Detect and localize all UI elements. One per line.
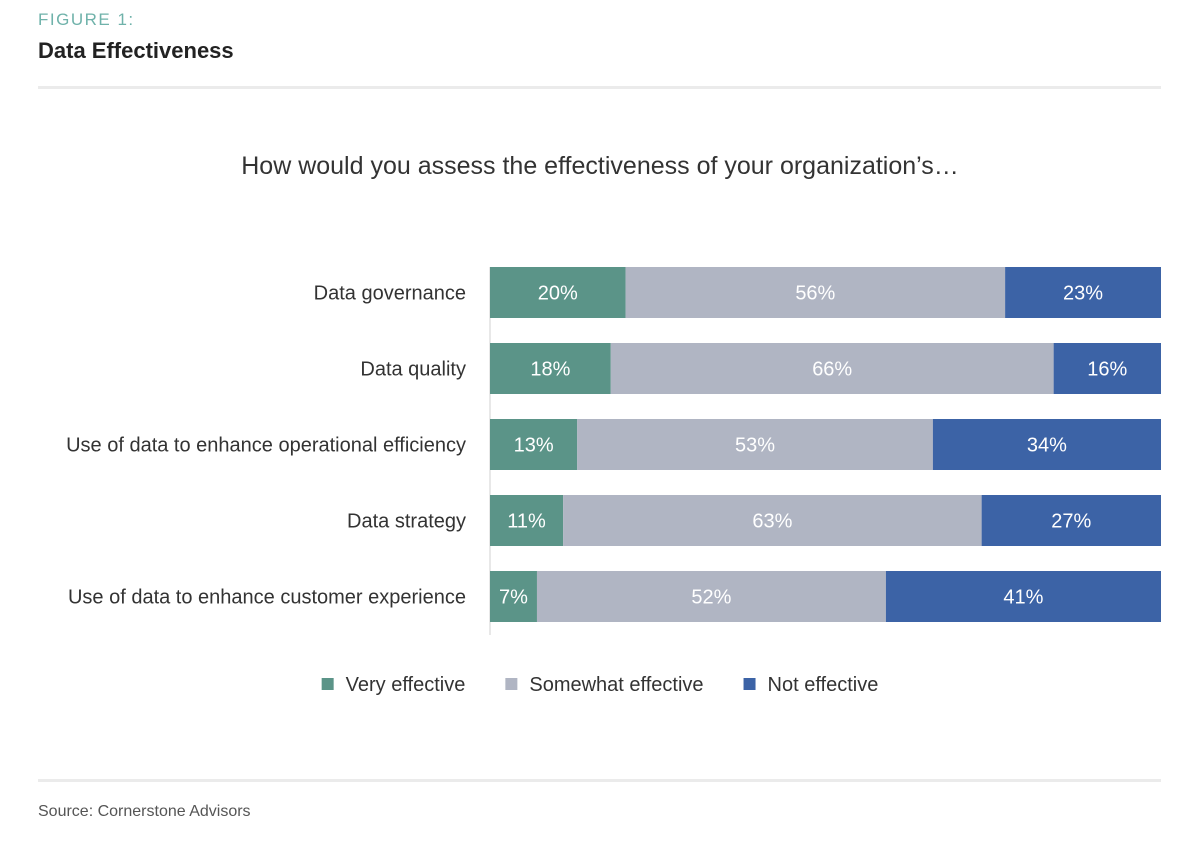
data-label: 63% xyxy=(752,511,792,533)
category-label: Data governance xyxy=(314,283,466,305)
legend-label: Somewhat effective xyxy=(529,674,703,696)
bar-segment xyxy=(490,495,564,546)
bar-segment xyxy=(536,571,886,622)
data-label: 56% xyxy=(795,283,835,305)
data-label: 16% xyxy=(1087,359,1127,381)
legend-swatch xyxy=(321,678,334,690)
bar-segment xyxy=(610,343,1054,394)
bar-segment xyxy=(981,495,1161,546)
bar-segment xyxy=(1053,343,1161,394)
bar-segment xyxy=(490,343,611,394)
data-label: 20% xyxy=(538,283,578,305)
bar-segment xyxy=(625,267,1006,318)
source-note: Source: Cornerstone Advisors xyxy=(38,803,251,820)
data-label: 18% xyxy=(530,359,570,381)
data-label: 66% xyxy=(812,359,852,381)
data-label: 34% xyxy=(1027,435,1067,457)
bar-segment xyxy=(885,571,1161,622)
data-label: 53% xyxy=(735,435,775,457)
data-label: 23% xyxy=(1063,283,1103,305)
legend-swatch xyxy=(743,678,756,690)
bar-segment xyxy=(577,419,933,470)
category-label: Use of data to enhance operational effic… xyxy=(66,435,466,457)
chart-title: How would you assess the effectiveness o… xyxy=(241,152,959,180)
bottom-divider xyxy=(38,779,1161,782)
category-label: Data strategy xyxy=(347,511,466,533)
data-label: 7% xyxy=(499,587,528,609)
data-label: 27% xyxy=(1051,511,1091,533)
bar-segment xyxy=(932,419,1161,470)
bar-segment xyxy=(490,267,626,318)
bar-segment xyxy=(1005,267,1161,318)
legend-label: Not effective xyxy=(768,674,879,696)
figure-label: FIGURE 1: xyxy=(38,10,135,29)
data-label: 41% xyxy=(1003,587,1043,609)
bar-segment xyxy=(490,419,578,470)
legend-swatch xyxy=(505,678,518,690)
data-label: 13% xyxy=(514,435,554,457)
data-label: 52% xyxy=(691,587,731,609)
legend-label: Very effective xyxy=(346,674,466,696)
bar-segment xyxy=(490,571,537,622)
bar-segment xyxy=(563,495,982,546)
category-label: Data quality xyxy=(360,359,466,381)
figure-title: Data Effectiveness xyxy=(38,38,234,63)
data-label: 11% xyxy=(507,511,546,533)
top-divider xyxy=(38,86,1161,89)
category-label: Use of data to enhance customer experien… xyxy=(68,587,466,609)
